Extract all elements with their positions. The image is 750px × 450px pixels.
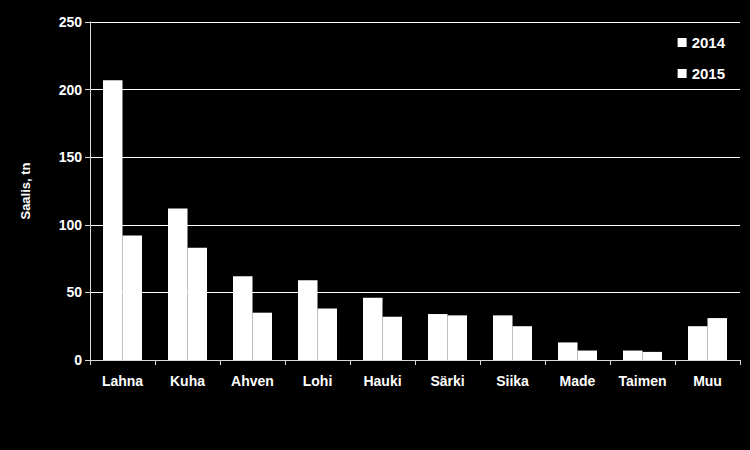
- svg-text:100: 100: [59, 217, 83, 233]
- svg-text:Särki: Särki: [430, 373, 464, 389]
- svg-text:Siika: Siika: [496, 373, 529, 389]
- svg-text:Lahna: Lahna: [102, 373, 143, 389]
- svg-text:Ahven: Ahven: [231, 373, 274, 389]
- svg-text:Saalis, tn: Saalis, tn: [18, 162, 33, 219]
- svg-text:Taimen: Taimen: [619, 373, 667, 389]
- svg-text:Made: Made: [560, 373, 596, 389]
- svg-text:Lohi: Lohi: [303, 373, 333, 389]
- svg-text:2014: 2014: [692, 34, 726, 51]
- svg-text:Kuha: Kuha: [170, 373, 205, 389]
- svg-text:50: 50: [66, 284, 82, 300]
- svg-text:0: 0: [74, 352, 82, 368]
- svg-text:Muu: Muu: [693, 373, 722, 389]
- svg-text:200: 200: [59, 82, 83, 98]
- svg-text:2015: 2015: [692, 65, 725, 82]
- svg-text:150: 150: [59, 149, 83, 165]
- svg-text:250: 250: [59, 14, 83, 30]
- svg-text:Hauki: Hauki: [363, 373, 401, 389]
